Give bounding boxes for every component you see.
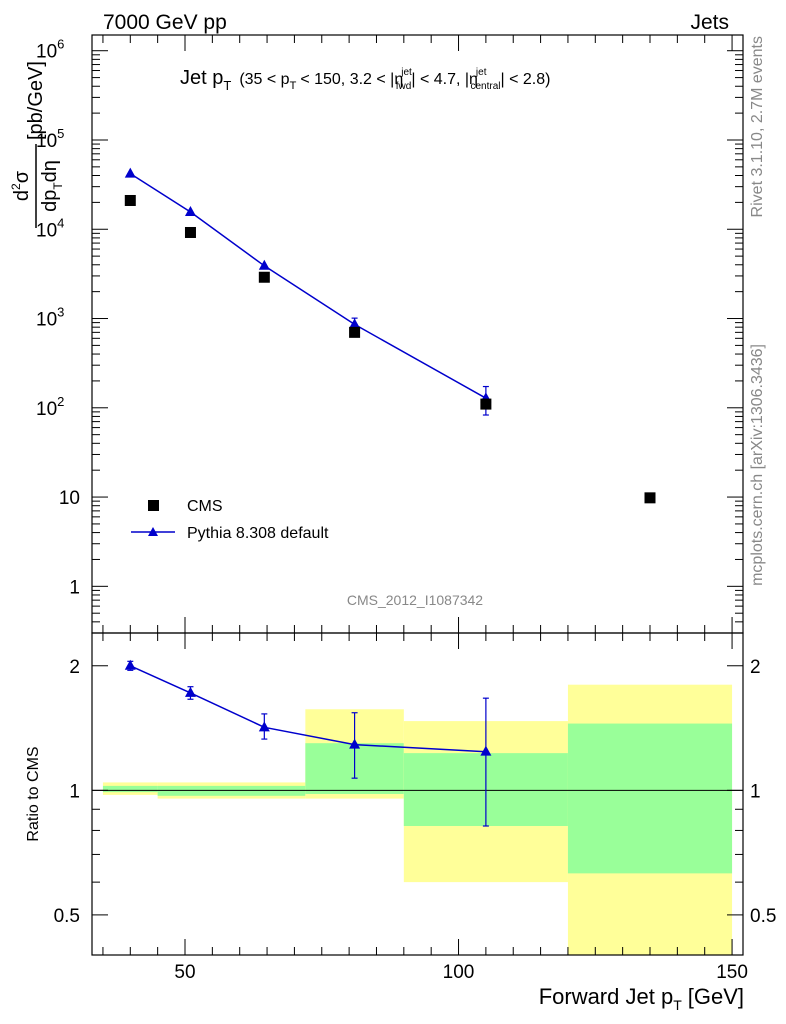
legend-marker-cms [148, 500, 159, 511]
ratio-series [124, 659, 492, 827]
cms-point [258, 271, 270, 283]
ratio-y-tick-label-right: 1 [750, 781, 761, 802]
y-tick-label: 105 [36, 126, 64, 152]
ratio-pythia-point [258, 721, 270, 732]
x-tick-label: 150 [716, 962, 748, 983]
ratio-y-tick-label-right: 0.5 [750, 906, 776, 927]
ratio-y-tick-label-left: 2 [69, 657, 80, 678]
pythia-point [184, 206, 196, 217]
ratio-panel: 2 2 1 1 0.5 0.5 50 100 150 [54, 632, 777, 983]
legend-label-cms: CMS [187, 498, 223, 515]
ratio-pythia-point [480, 745, 492, 756]
ratio-pythia-point [124, 659, 136, 670]
ratio-band-green [567, 723, 733, 874]
ratio-pythia-point [184, 686, 196, 697]
cms-point [124, 194, 136, 206]
main-frame [91, 34, 744, 634]
cms-point [184, 226, 196, 238]
ratio-ticks [92, 633, 743, 956]
y-tick-label: 10 [59, 488, 80, 509]
x-axis-label: Forward Jet pT [GeV] [539, 984, 744, 1013]
mcplots-label: mcplots.cern.ch [arXiv:1306.3436] [749, 344, 766, 586]
y-tick-label: 102 [36, 394, 64, 420]
legend-marker-pythia [148, 527, 158, 536]
pythia-line [129, 172, 487, 399]
analysis-watermark: CMS_2012_I1087342 [347, 592, 483, 608]
ratio-bands [102, 684, 733, 955]
cms-point [644, 492, 656, 504]
main-y-axis-label: d2σ dpTdη [pb/GeV] [9, 61, 65, 228]
main-ticks [92, 35, 743, 634]
cms-point [349, 326, 361, 338]
ratio-y-tick-label-left: 1 [69, 781, 80, 802]
ratio-y-tick-labels: 2 2 1 1 0.5 0.5 [54, 657, 777, 927]
ratio-y-tick-label-left: 0.5 [54, 906, 80, 927]
ratio-frame [91, 632, 744, 956]
x-tick-label: 100 [443, 962, 475, 983]
ratio-band-green [157, 785, 306, 796]
y-label-numerator: d2σ [9, 170, 33, 201]
header-right: Jets [690, 11, 729, 34]
y-tick-label: 106 [36, 37, 64, 63]
main-title: Jet pT (35 < pT < 150, 3.2 < |ηjet fwd| < 4… [180, 67, 550, 93]
x-tick-labels: 50 100 150 [174, 962, 747, 983]
pythia-point [349, 318, 361, 329]
rivet-label: Rivet 3.1.10, 2.7M events [749, 36, 766, 217]
pythia-point [124, 167, 136, 178]
y-tick-label: 103 [36, 305, 64, 331]
ratio-pythia-point [349, 738, 361, 749]
pythia-point [258, 259, 270, 270]
ratio-y-tick-label-right: 2 [750, 657, 761, 678]
ratio-band-green [102, 785, 158, 793]
legend: CMS Pythia 8.308 default [131, 498, 329, 542]
y-label-unit: [pb/GeV] [25, 61, 47, 140]
ratio-y-axis-label: Ratio to CMS [25, 746, 42, 841]
header-left: 7000 GeV pp [103, 11, 227, 34]
legend-label-pythia: Pythia 8.308 default [187, 525, 329, 542]
cms-point [480, 398, 492, 410]
main-series [124, 167, 656, 504]
y-label-denominator: dpTdη [39, 160, 65, 212]
y-tick-label: 104 [36, 215, 64, 241]
y-tick-label: 1 [69, 577, 80, 598]
x-tick-label: 50 [174, 962, 195, 983]
